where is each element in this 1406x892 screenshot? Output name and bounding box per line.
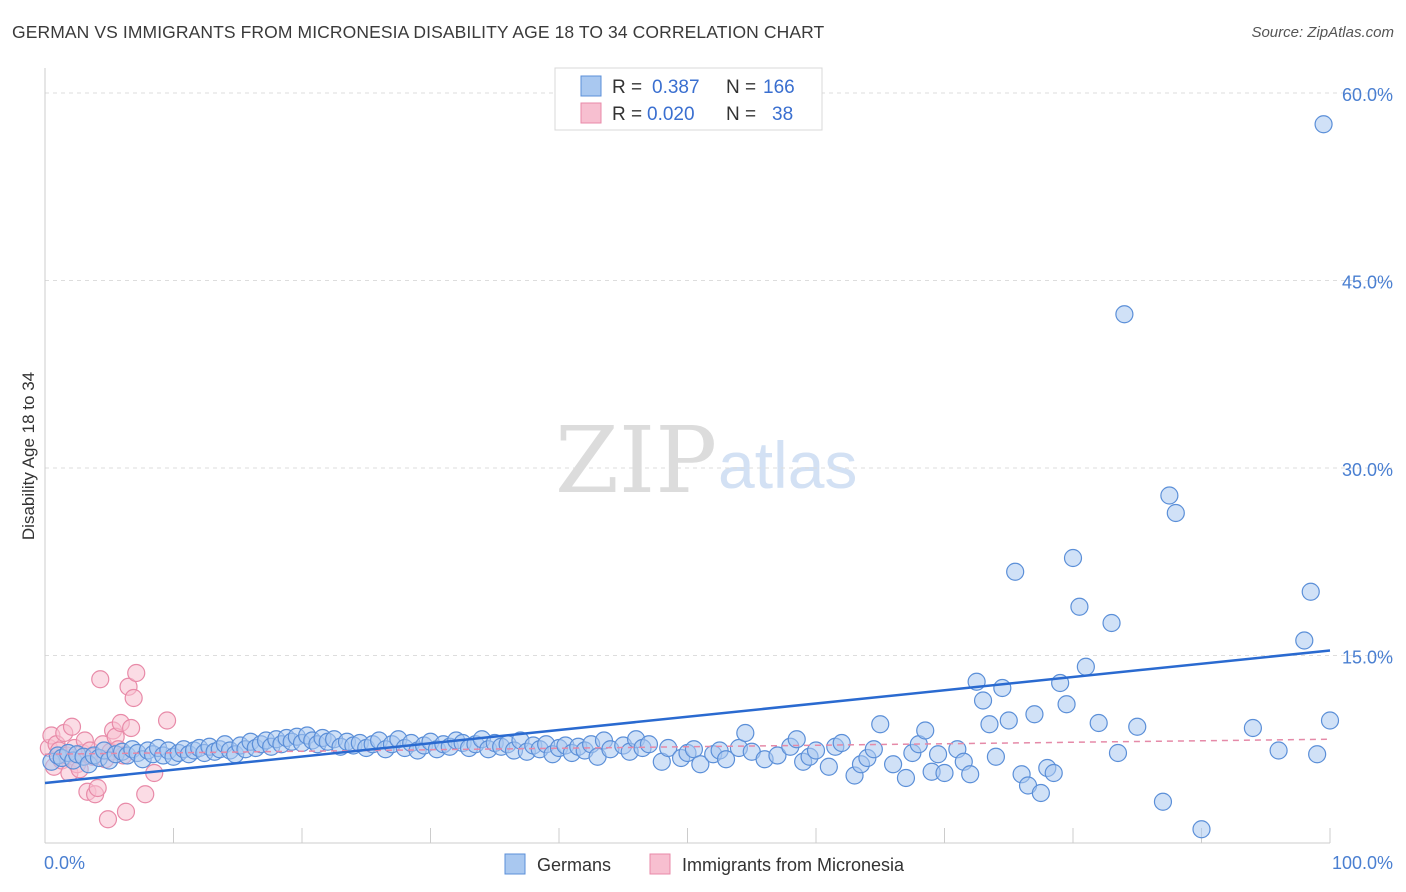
germans-point-163	[1128, 717, 1147, 736]
germans-point-164	[1153, 792, 1173, 811]
legend-box: R = 0.387 N = 166 R = 0.020 N = 38	[554, 67, 823, 131]
germans-point-102	[639, 735, 659, 754]
micronesia-point-37	[157, 711, 177, 730]
germans-point-156	[1063, 548, 1083, 568]
germans-point-143	[980, 715, 999, 734]
germans-point-129	[871, 715, 890, 734]
germans-point-171	[1301, 582, 1320, 601]
chart-title: GERMAN VS IMMIGRANTS FROM MICRONESIA DIS…	[12, 22, 825, 42]
x-tick-label-1: 100.0%	[1332, 853, 1393, 873]
germans-point-157	[1070, 597, 1089, 616]
germans-point-147	[1006, 562, 1025, 581]
germans-trendline	[44, 649, 1331, 785]
germans-point-169	[1269, 741, 1288, 760]
germans-point-113	[736, 723, 755, 743]
y-tick-labels: 15.0% 30.0% 45.0% 60.0%	[1342, 85, 1393, 668]
germans-point-108	[691, 755, 710, 774]
germans-point-168	[1243, 718, 1263, 738]
germans-point-121	[806, 741, 826, 760]
germans-point-131	[896, 768, 916, 788]
micronesia-point-30	[116, 802, 136, 821]
watermark-zip: ZIP	[555, 407, 717, 514]
bottom-legend-swatch-micronesia	[649, 853, 671, 875]
germans-point-107	[684, 740, 704, 759]
bottom-legend-germans: Germans	[537, 855, 611, 875]
germans-point-142	[973, 691, 993, 710]
germans-point-144	[986, 747, 1006, 766]
x-tick-label-0: 0.0%	[44, 853, 85, 873]
legend-n-label-1: N =	[726, 77, 756, 98]
micronesia-point-34	[127, 663, 146, 683]
legend-r-value-2: 0.020	[647, 104, 695, 125]
germans-point-137	[935, 763, 954, 783]
micronesia-trendline	[44, 738, 1331, 755]
germans-point-173	[1314, 115, 1333, 134]
germans-point-111	[716, 750, 736, 769]
germans-point-153	[1044, 763, 1063, 783]
germans-point-130	[883, 755, 903, 774]
legend-r-label-2: R =	[612, 104, 642, 125]
series-germans-points	[42, 115, 1340, 839]
germans-point-151	[1031, 783, 1050, 803]
germans-point-160	[1102, 613, 1121, 633]
germans-point-150	[1025, 705, 1044, 724]
germans-point-124	[832, 733, 851, 753]
legend-swatch-micronesia	[580, 102, 602, 124]
germans-point-155	[1057, 695, 1076, 714]
legend-r-value-1: 0.387	[652, 77, 700, 98]
germans-point-134	[916, 721, 935, 740]
micronesia-point-20	[91, 670, 110, 689]
trendlines	[44, 649, 1331, 785]
germans-point-104	[659, 738, 678, 758]
micronesia-point-19	[88, 778, 107, 798]
grid-lines	[45, 92, 1392, 656]
y-tick-label-1: 30.0%	[1342, 460, 1393, 480]
germans-point-140	[961, 765, 980, 784]
x-tick-labels: 0.0% 100.0%	[44, 853, 1393, 873]
legend-n-value-2: 38	[772, 104, 793, 125]
germans-point-159	[1089, 713, 1108, 733]
germans-point-162	[1115, 305, 1134, 324]
x-ticks	[44, 828, 1331, 843]
bottom-legend-micronesia: Immigrants from Micronesia	[682, 855, 905, 875]
germans-point-128	[864, 740, 883, 759]
bottom-legend: Germans Immigrants from Micronesia	[504, 853, 905, 875]
micronesia-point-35	[136, 785, 155, 804]
germans-point-136	[928, 745, 948, 764]
germans-point-118	[787, 730, 806, 749]
bottom-legend-swatch-germans	[504, 853, 526, 875]
germans-point-161	[1108, 743, 1128, 763]
micronesia-point-32	[121, 718, 141, 738]
germans-point-146	[999, 711, 1018, 730]
watermark-atlas: atlas	[718, 428, 857, 502]
germans-point-158	[1076, 657, 1095, 676]
y-tick-label-2: 45.0%	[1342, 273, 1393, 293]
micronesia-point-9	[62, 717, 82, 736]
legend-swatch-germans	[580, 75, 602, 97]
germans-point-174	[1320, 711, 1340, 730]
micronesia-point-33	[124, 688, 143, 708]
y-axis-label: Disability Age 18 to 34	[19, 372, 38, 540]
legend-n-label-2: N =	[726, 104, 756, 125]
micronesia-point-23	[98, 810, 118, 829]
legend-r-label-1: R =	[612, 77, 642, 98]
germans-point-122	[819, 757, 838, 776]
germans-point-145	[993, 678, 1012, 698]
germans-point-166	[1166, 503, 1185, 523]
legend-n-value-1: 166	[763, 77, 795, 98]
germans-point-167	[1192, 820, 1211, 839]
germans-point-170	[1295, 631, 1314, 650]
germans-point-165	[1160, 486, 1179, 505]
source-label: Source: ZipAtlas.com	[1251, 24, 1394, 41]
germans-point-172	[1308, 745, 1327, 764]
y-tick-label-3: 60.0%	[1342, 85, 1393, 105]
y-tick-label-0: 15.0%	[1342, 648, 1393, 668]
germans-point-116	[768, 746, 787, 765]
